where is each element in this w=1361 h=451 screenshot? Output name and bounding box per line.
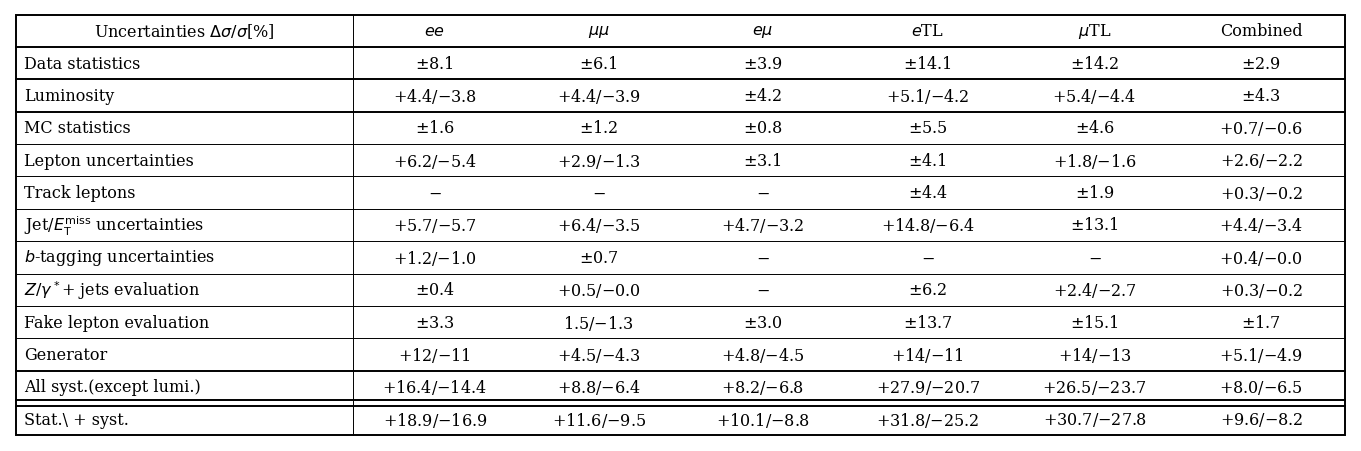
Text: $\pm$1.2: $\pm$1.2 <box>580 120 618 137</box>
Text: +18.9/$-$16.9: +18.9/$-$16.9 <box>382 410 487 428</box>
Text: $\pm$3.9: $\pm$3.9 <box>743 56 783 73</box>
Text: $\pm$14.2: $\pm$14.2 <box>1070 56 1119 73</box>
Text: +14.8/$-$6.4: +14.8/$-$6.4 <box>881 216 974 235</box>
Text: $\pm$14.1: $\pm$14.1 <box>904 56 953 73</box>
Text: $ee$: $ee$ <box>425 23 445 41</box>
Text: +1.2/$-$1.0: +1.2/$-$1.0 <box>393 249 476 267</box>
Text: +10.1/$-$8.8: +10.1/$-$8.8 <box>716 410 810 428</box>
Text: +8.0/$-$6.5: +8.0/$-$6.5 <box>1219 378 1304 396</box>
Text: $\pm$3.1: $\pm$3.1 <box>743 152 781 170</box>
Text: +6.4/$-$3.5: +6.4/$-$3.5 <box>557 216 641 235</box>
Text: $-$: $-$ <box>921 249 935 266</box>
Text: $\pm$4.4: $\pm$4.4 <box>908 185 947 202</box>
Text: +8.8/$-$6.4: +8.8/$-$6.4 <box>557 377 641 396</box>
Text: $\pm$8.1: $\pm$8.1 <box>415 56 455 73</box>
Text: +4.4/$-$3.8: +4.4/$-$3.8 <box>393 87 476 106</box>
Text: +4.7/$-$3.2: +4.7/$-$3.2 <box>721 216 804 235</box>
Text: +4.4/$-$3.9: +4.4/$-$3.9 <box>557 87 641 106</box>
Text: Luminosity: Luminosity <box>24 88 114 105</box>
Text: $\pm$3.0: $\pm$3.0 <box>743 314 783 331</box>
Text: $\pm$4.1: $\pm$4.1 <box>908 152 947 170</box>
Text: Lepton uncertainties: Lepton uncertainties <box>24 152 195 170</box>
Text: +9.6/$-$8.2: +9.6/$-$8.2 <box>1219 410 1302 428</box>
Text: $Z/\gamma^*$+ jets evaluation: $Z/\gamma^*$+ jets evaluation <box>24 279 200 301</box>
Text: $\pm$5.5: $\pm$5.5 <box>908 120 947 137</box>
Text: +8.2/$-$6.8: +8.2/$-$6.8 <box>721 378 804 396</box>
Text: +27.9/$-$20.7: +27.9/$-$20.7 <box>875 378 980 396</box>
Text: $-$: $-$ <box>755 249 769 266</box>
Text: $\pm$4.3: $\pm$4.3 <box>1241 88 1281 105</box>
Text: $\pm$4.6: $\pm$4.6 <box>1075 120 1115 137</box>
Text: +5.1/$-$4.2: +5.1/$-$4.2 <box>886 87 969 106</box>
Text: Data statistics: Data statistics <box>24 56 142 73</box>
Text: +2.9/$-$1.3: +2.9/$-$1.3 <box>557 152 641 170</box>
Text: +30.7/$-$27.8: +30.7/$-$27.8 <box>1043 410 1146 428</box>
Text: +2.6/$-$2.2: +2.6/$-$2.2 <box>1219 152 1302 170</box>
Text: +0.3/$-$0.2: +0.3/$-$0.2 <box>1219 184 1302 202</box>
Text: +2.4/$-$2.7: +2.4/$-$2.7 <box>1052 281 1136 299</box>
Text: +4.5/$-$4.3: +4.5/$-$4.3 <box>557 345 641 364</box>
Text: $\pm$15.1: $\pm$15.1 <box>1070 314 1119 331</box>
Text: +0.4/$-$0.0: +0.4/$-$0.0 <box>1219 249 1304 267</box>
Text: +31.8/$-$25.2: +31.8/$-$25.2 <box>876 410 979 428</box>
Text: +0.7/$-$0.6: +0.7/$-$0.6 <box>1219 120 1304 138</box>
Text: $\pm$13.1: $\pm$13.1 <box>1070 217 1119 234</box>
Text: +12/$-$11: +12/$-$11 <box>399 345 471 364</box>
Text: $\pm$6.2: $\pm$6.2 <box>908 281 947 299</box>
Text: Generator: Generator <box>24 346 108 363</box>
Text: $\pm$0.4: $\pm$0.4 <box>415 281 455 299</box>
Text: $-$: $-$ <box>755 281 769 299</box>
Text: $\pm$13.7: $\pm$13.7 <box>902 314 953 331</box>
Text: +14/$-$13: +14/$-$13 <box>1057 345 1131 364</box>
Text: Combined: Combined <box>1219 23 1302 41</box>
Text: $\pm$2.9: $\pm$2.9 <box>1241 56 1281 73</box>
Text: +16.4/$-$14.4: +16.4/$-$14.4 <box>382 377 487 396</box>
Text: +11.6/$-$9.5: +11.6/$-$9.5 <box>551 410 645 428</box>
Text: +14/$-$11: +14/$-$11 <box>891 345 964 364</box>
Text: +0.3/$-$0.2: +0.3/$-$0.2 <box>1219 281 1302 299</box>
Text: +26.5/$-$23.7: +26.5/$-$23.7 <box>1043 378 1147 396</box>
Text: $\pm$0.8: $\pm$0.8 <box>743 120 783 137</box>
Text: $-$: $-$ <box>427 185 441 202</box>
Text: $\pm$4.2: $\pm$4.2 <box>743 88 781 105</box>
Text: +5.4/$-$4.4: +5.4/$-$4.4 <box>1052 87 1136 106</box>
Text: +4.8/$-$4.5: +4.8/$-$4.5 <box>721 345 804 364</box>
Text: MC statistics: MC statistics <box>24 120 131 137</box>
Text: $\pm$3.3: $\pm$3.3 <box>415 314 455 331</box>
Text: $\pm$0.7: $\pm$0.7 <box>578 249 618 266</box>
Text: +1.8/$-$1.6: +1.8/$-$1.6 <box>1052 152 1136 170</box>
Text: $-$: $-$ <box>755 185 769 202</box>
Text: $\mu$TL: $\mu$TL <box>1078 23 1111 41</box>
Text: +4.4/$-$3.4: +4.4/$-$3.4 <box>1219 216 1304 235</box>
Text: $e$TL: $e$TL <box>912 23 945 41</box>
Text: $\pm$1.9: $\pm$1.9 <box>1075 185 1115 202</box>
Text: Uncertainties $\Delta\sigma/\sigma$[%]: Uncertainties $\Delta\sigma/\sigma$[%] <box>94 23 275 41</box>
Text: Stat.\ + syst.: Stat.\ + syst. <box>24 410 129 428</box>
Text: $b$-tagging uncertainties: $b$-tagging uncertainties <box>24 248 216 268</box>
Text: All syst.(except lumi.): All syst.(except lumi.) <box>24 378 201 395</box>
Text: +6.2/$-$5.4: +6.2/$-$5.4 <box>393 152 476 170</box>
Text: $\pm$1.6: $\pm$1.6 <box>415 120 455 137</box>
Text: Fake lepton evaluation: Fake lepton evaluation <box>24 314 210 331</box>
Text: +5.1/$-$4.9: +5.1/$-$4.9 <box>1219 345 1304 364</box>
Text: $\mu\mu$: $\mu\mu$ <box>588 23 610 41</box>
Text: $-$: $-$ <box>592 185 606 202</box>
Text: Track leptons: Track leptons <box>24 185 136 202</box>
Text: $\pm$6.1: $\pm$6.1 <box>580 56 618 73</box>
Text: Jet/$E_{\mathrm{T}}^{\mathrm{miss}}$ uncertainties: Jet/$E_{\mathrm{T}}^{\mathrm{miss}}$ unc… <box>24 214 204 237</box>
Text: 1.5/$-$1.3: 1.5/$-$1.3 <box>563 313 634 332</box>
Text: +0.5/$-$0.0: +0.5/$-$0.0 <box>557 281 641 299</box>
Text: +5.7/$-$5.7: +5.7/$-$5.7 <box>393 216 476 235</box>
Text: $-$: $-$ <box>1087 249 1101 266</box>
Text: $e\mu$: $e\mu$ <box>751 23 773 41</box>
Text: $\pm$1.7: $\pm$1.7 <box>1241 314 1281 331</box>
